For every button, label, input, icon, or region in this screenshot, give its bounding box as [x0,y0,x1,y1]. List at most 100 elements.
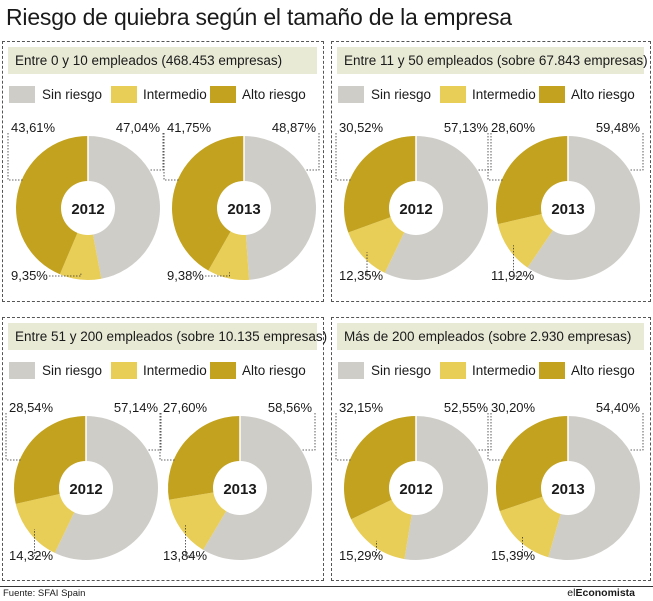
label-intermedio: 15,29% [339,548,384,563]
legend-swatch-intermedio [440,362,466,379]
label-intermedio: 9,38% [167,268,204,283]
leader-line [335,133,352,181]
leader-line [335,413,352,461]
legend-label-intermedio: Intermedio [143,87,207,102]
panel-title: Más de 200 empleados (sobre 2.930 empres… [337,323,644,350]
logo-part-2: Economista [575,587,635,599]
slice-alto-riesgo [16,136,88,275]
year-label: 2012 [399,201,432,218]
legend-swatch-sin-riesgo [338,362,364,379]
legend-label-sin-riesgo: Sin riesgo [42,87,103,102]
leader-line [34,529,47,557]
legend-label-alto-riesgo: Alto riesgo [571,87,635,102]
footer-rule [0,586,653,587]
leader-line [376,540,377,557]
donut-hole [389,181,443,235]
leader-line [147,413,162,451]
legend-swatch-sin-riesgo [338,86,364,103]
source-note: Fuente: SFAI Spain [3,588,86,599]
label-sin-riesgo: 58,56% [268,400,313,415]
legend-label-alto-riesgo: Alto riesgo [571,363,635,378]
legend-label-sin-riesgo: Sin riesgo [371,363,432,378]
legend-label-intermedio: Intermedio [143,363,207,378]
leader-line [366,252,377,277]
legend-swatch-intermedio [111,86,137,103]
leader-line [7,133,24,181]
label-sin-riesgo: 48,87% [272,120,317,135]
legend-swatch-alto-riesgo [539,362,565,379]
slice-sin-riesgo [244,136,317,280]
legend-label-sin-riesgo: Sin riesgo [42,363,103,378]
legend-label-alto-riesgo: Alto riesgo [242,363,306,378]
leader-line [513,245,529,277]
legend-swatch-intermedio [440,86,466,103]
publisher-logo: elEconomista [567,587,635,599]
legend-swatch-intermedio [111,362,137,379]
label-alto-riesgo: 28,60% [491,120,536,135]
leader-line [5,413,22,461]
panel-title: Entre 0 y 10 empleados (468.453 empresas… [8,47,317,74]
panel-0-10: Entre 0 y 10 empleados (468.453 empresas… [2,41,324,302]
donut-hole [541,461,595,515]
label-sin-riesgo: 54,40% [596,400,641,415]
panel-200-plus: Más de 200 empleados (sobre 2.930 empres… [331,317,651,581]
legend-label-sin-riesgo: Sin riesgo [371,87,432,102]
label-alto-riesgo: 27,60% [163,400,208,415]
label-sin-riesgo: 47,04% [116,120,161,135]
leader-line [305,133,320,171]
panel-title: Entre 11 y 50 empleados (sobre 67.843 em… [337,47,648,74]
label-sin-riesgo: 59,48% [596,120,641,135]
leader-line [163,133,180,181]
leader-line [629,133,644,171]
label-sin-riesgo: 52,55% [444,400,489,415]
legend-label-alto-riesgo: Alto riesgo [242,87,306,102]
leader-line [629,413,644,451]
leader-line [477,413,492,451]
label-alto-riesgo: 30,52% [339,120,384,135]
label-intermedio: 12,35% [339,268,384,283]
legend-swatch-sin-riesgo [9,86,35,103]
year-label: 2013 [551,201,584,218]
leader-line [301,413,316,451]
label-alto-riesgo: 41,75% [167,120,212,135]
donut-hole [59,461,113,515]
legend-swatch-sin-riesgo [9,362,35,379]
slice-sin-riesgo [88,136,161,279]
legend-swatch-alto-riesgo [210,86,236,103]
logo-part-1: el [567,587,576,599]
legend-label-intermedio: Intermedio [472,87,536,102]
donut-hole [541,181,595,235]
label-alto-riesgo: 32,15% [339,400,384,415]
slice-sin-riesgo [404,416,489,560]
label-alto-riesgo: 43,61% [11,120,56,135]
leader-line [49,273,82,277]
label-intermedio: 15,39% [491,548,536,563]
label-sin-riesgo: 57,13% [444,120,489,135]
panel-11-50: Entre 11 y 50 empleados (sobre 67.843 em… [331,41,651,302]
chart-title: Riesgo de quiebra según el tamaño de la … [6,4,512,30]
year-label: 2012 [71,201,104,218]
legend-swatch-alto-riesgo [210,362,236,379]
year-label: 2012 [399,481,432,498]
year-label: 2013 [227,201,260,218]
legend-label-intermedio: Intermedio [472,363,536,378]
label-sin-riesgo: 57,14% [114,400,159,415]
donut-hole [213,461,267,515]
leader-line [159,413,176,461]
donut-hole [389,461,443,515]
label-intermedio: 9,35% [11,268,48,283]
year-label: 2013 [223,481,256,498]
label-alto-riesgo: 30,20% [491,400,536,415]
donut-hole [61,181,115,235]
leader-line [522,535,529,557]
leader-line [477,133,492,171]
leader-line [487,413,504,461]
year-label: 2013 [551,481,584,498]
leader-line [487,133,504,181]
panel-51-200: Entre 51 y 200 empleados (sobre 10.135 e… [2,317,327,581]
label-intermedio: 14,32% [9,548,54,563]
legend-swatch-alto-riesgo [539,86,565,103]
label-intermedio: 11,92% [491,268,535,283]
panel-title: Entre 51 y 200 empleados (sobre 10.135 e… [8,323,327,350]
